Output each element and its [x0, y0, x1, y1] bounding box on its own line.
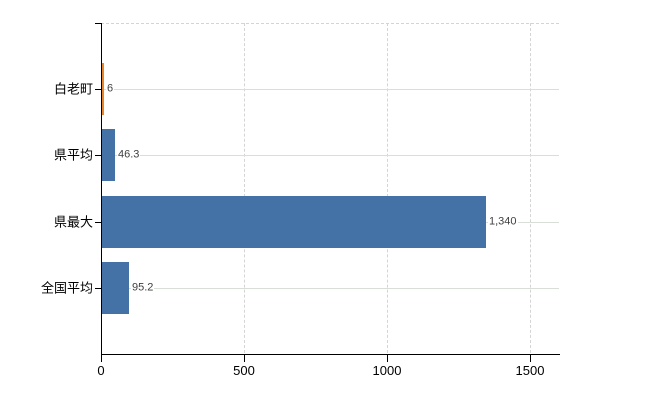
y-axis-tick [95, 89, 101, 90]
bar-value-label: 1,340 [488, 215, 518, 229]
bar [102, 129, 115, 181]
grid-vline-1500 [530, 23, 531, 353]
grid-top-line [101, 23, 559, 24]
grid-hline [102, 89, 559, 90]
category-label: 白老町 [53, 81, 93, 97]
bar-value-label: 46.3 [117, 148, 141, 162]
x-tick-label: 1000 [372, 363, 402, 378]
y-axis-tick [95, 155, 101, 156]
x-axis-tick [530, 355, 531, 362]
y-axis-tick [95, 222, 101, 223]
y-axis-tick [95, 288, 101, 289]
grid-vline-500 [244, 23, 245, 353]
category-label: 全国平均 [40, 280, 93, 296]
x-axis-tick [387, 355, 388, 362]
y-axis-top-tick [95, 23, 101, 24]
x-axis-tick [244, 355, 245, 362]
bar-value-label: 95.2 [131, 281, 155, 295]
x-axis-tick [101, 355, 102, 362]
x-tick-label: 500 [233, 363, 255, 378]
grid-vline-1000 [387, 23, 388, 353]
bar [102, 262, 129, 314]
bar [102, 196, 486, 248]
x-tick-label: 1500 [515, 363, 545, 378]
category-label: 県平均 [53, 147, 93, 163]
grid-hline [102, 155, 559, 156]
x-axis-line [101, 354, 560, 355]
category-label: 県最大 [53, 214, 93, 230]
grid-hline [102, 288, 559, 289]
x-tick-label: 0 [97, 363, 105, 378]
y-axis-line [101, 23, 102, 354]
bar [102, 63, 104, 115]
bar-value-label: 6 [106, 82, 115, 96]
